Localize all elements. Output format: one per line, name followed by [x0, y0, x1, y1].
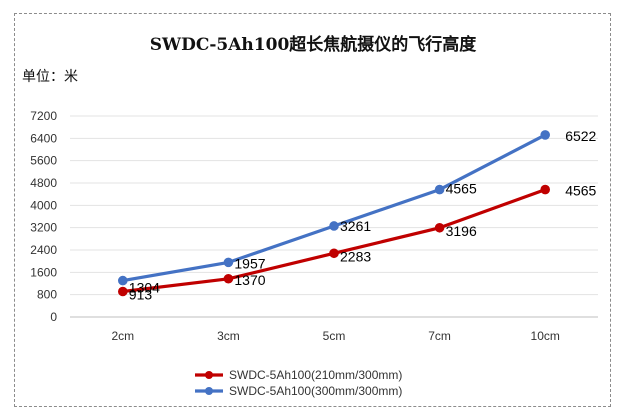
legend-swatch-marker: [205, 371, 213, 379]
data-point: [329, 221, 339, 231]
series-line: [121, 133, 547, 283]
y-tick-label: 4800: [30, 176, 57, 190]
x-tick-label: 10cm: [531, 329, 560, 343]
y-tick-label: 800: [37, 288, 57, 302]
x-tick-label: 2cm: [111, 329, 134, 343]
data-point: [540, 184, 551, 195]
data-point: [329, 248, 339, 259]
y-tick-label: 2400: [30, 243, 57, 257]
data-point: [223, 257, 234, 268]
y-tick-label: 7200: [30, 109, 57, 123]
data-label: 3196: [446, 223, 477, 239]
x-tick-label: 5cm: [323, 329, 346, 343]
data-point: [434, 184, 445, 195]
y-tick-label: 0: [50, 310, 57, 324]
data-label: 913: [129, 287, 153, 303]
data-point: [223, 273, 234, 284]
legend-swatch-marker: [205, 387, 213, 395]
data-label: 1957: [234, 255, 265, 271]
legend-label: SWDC-5Ah100(210mm/300mm): [229, 368, 402, 382]
y-tick-label: 6400: [30, 131, 57, 145]
x-tick-label: 3cm: [217, 329, 240, 343]
legend-label: SWDC-5Ah100(300mm/300mm): [229, 384, 402, 398]
y-tick-label: 1600: [30, 265, 57, 279]
data-label: 3261: [340, 218, 371, 234]
data-point: [434, 222, 445, 233]
data-label: 2283: [340, 248, 371, 264]
data-label: 1370: [234, 272, 265, 288]
y-tick-label: 4000: [30, 198, 57, 212]
data-point: [118, 286, 128, 297]
chart-frame: [14, 13, 611, 407]
y-axis-unit-label: 单位：米: [22, 69, 78, 85]
data-label: 4565: [565, 183, 596, 199]
data-label: 6522: [565, 128, 596, 144]
data-label: 4565: [446, 181, 477, 197]
y-tick-label: 3200: [30, 221, 57, 235]
data-point: [540, 130, 551, 140]
chart-title: SWDC-5Ah100超长焦航摄仪的飞行高度: [149, 35, 477, 55]
y-tick-label: 5600: [30, 154, 57, 168]
data-point: [118, 275, 128, 286]
data-label: 1304: [129, 280, 160, 296]
x-tick-label: 7cm: [428, 329, 451, 343]
